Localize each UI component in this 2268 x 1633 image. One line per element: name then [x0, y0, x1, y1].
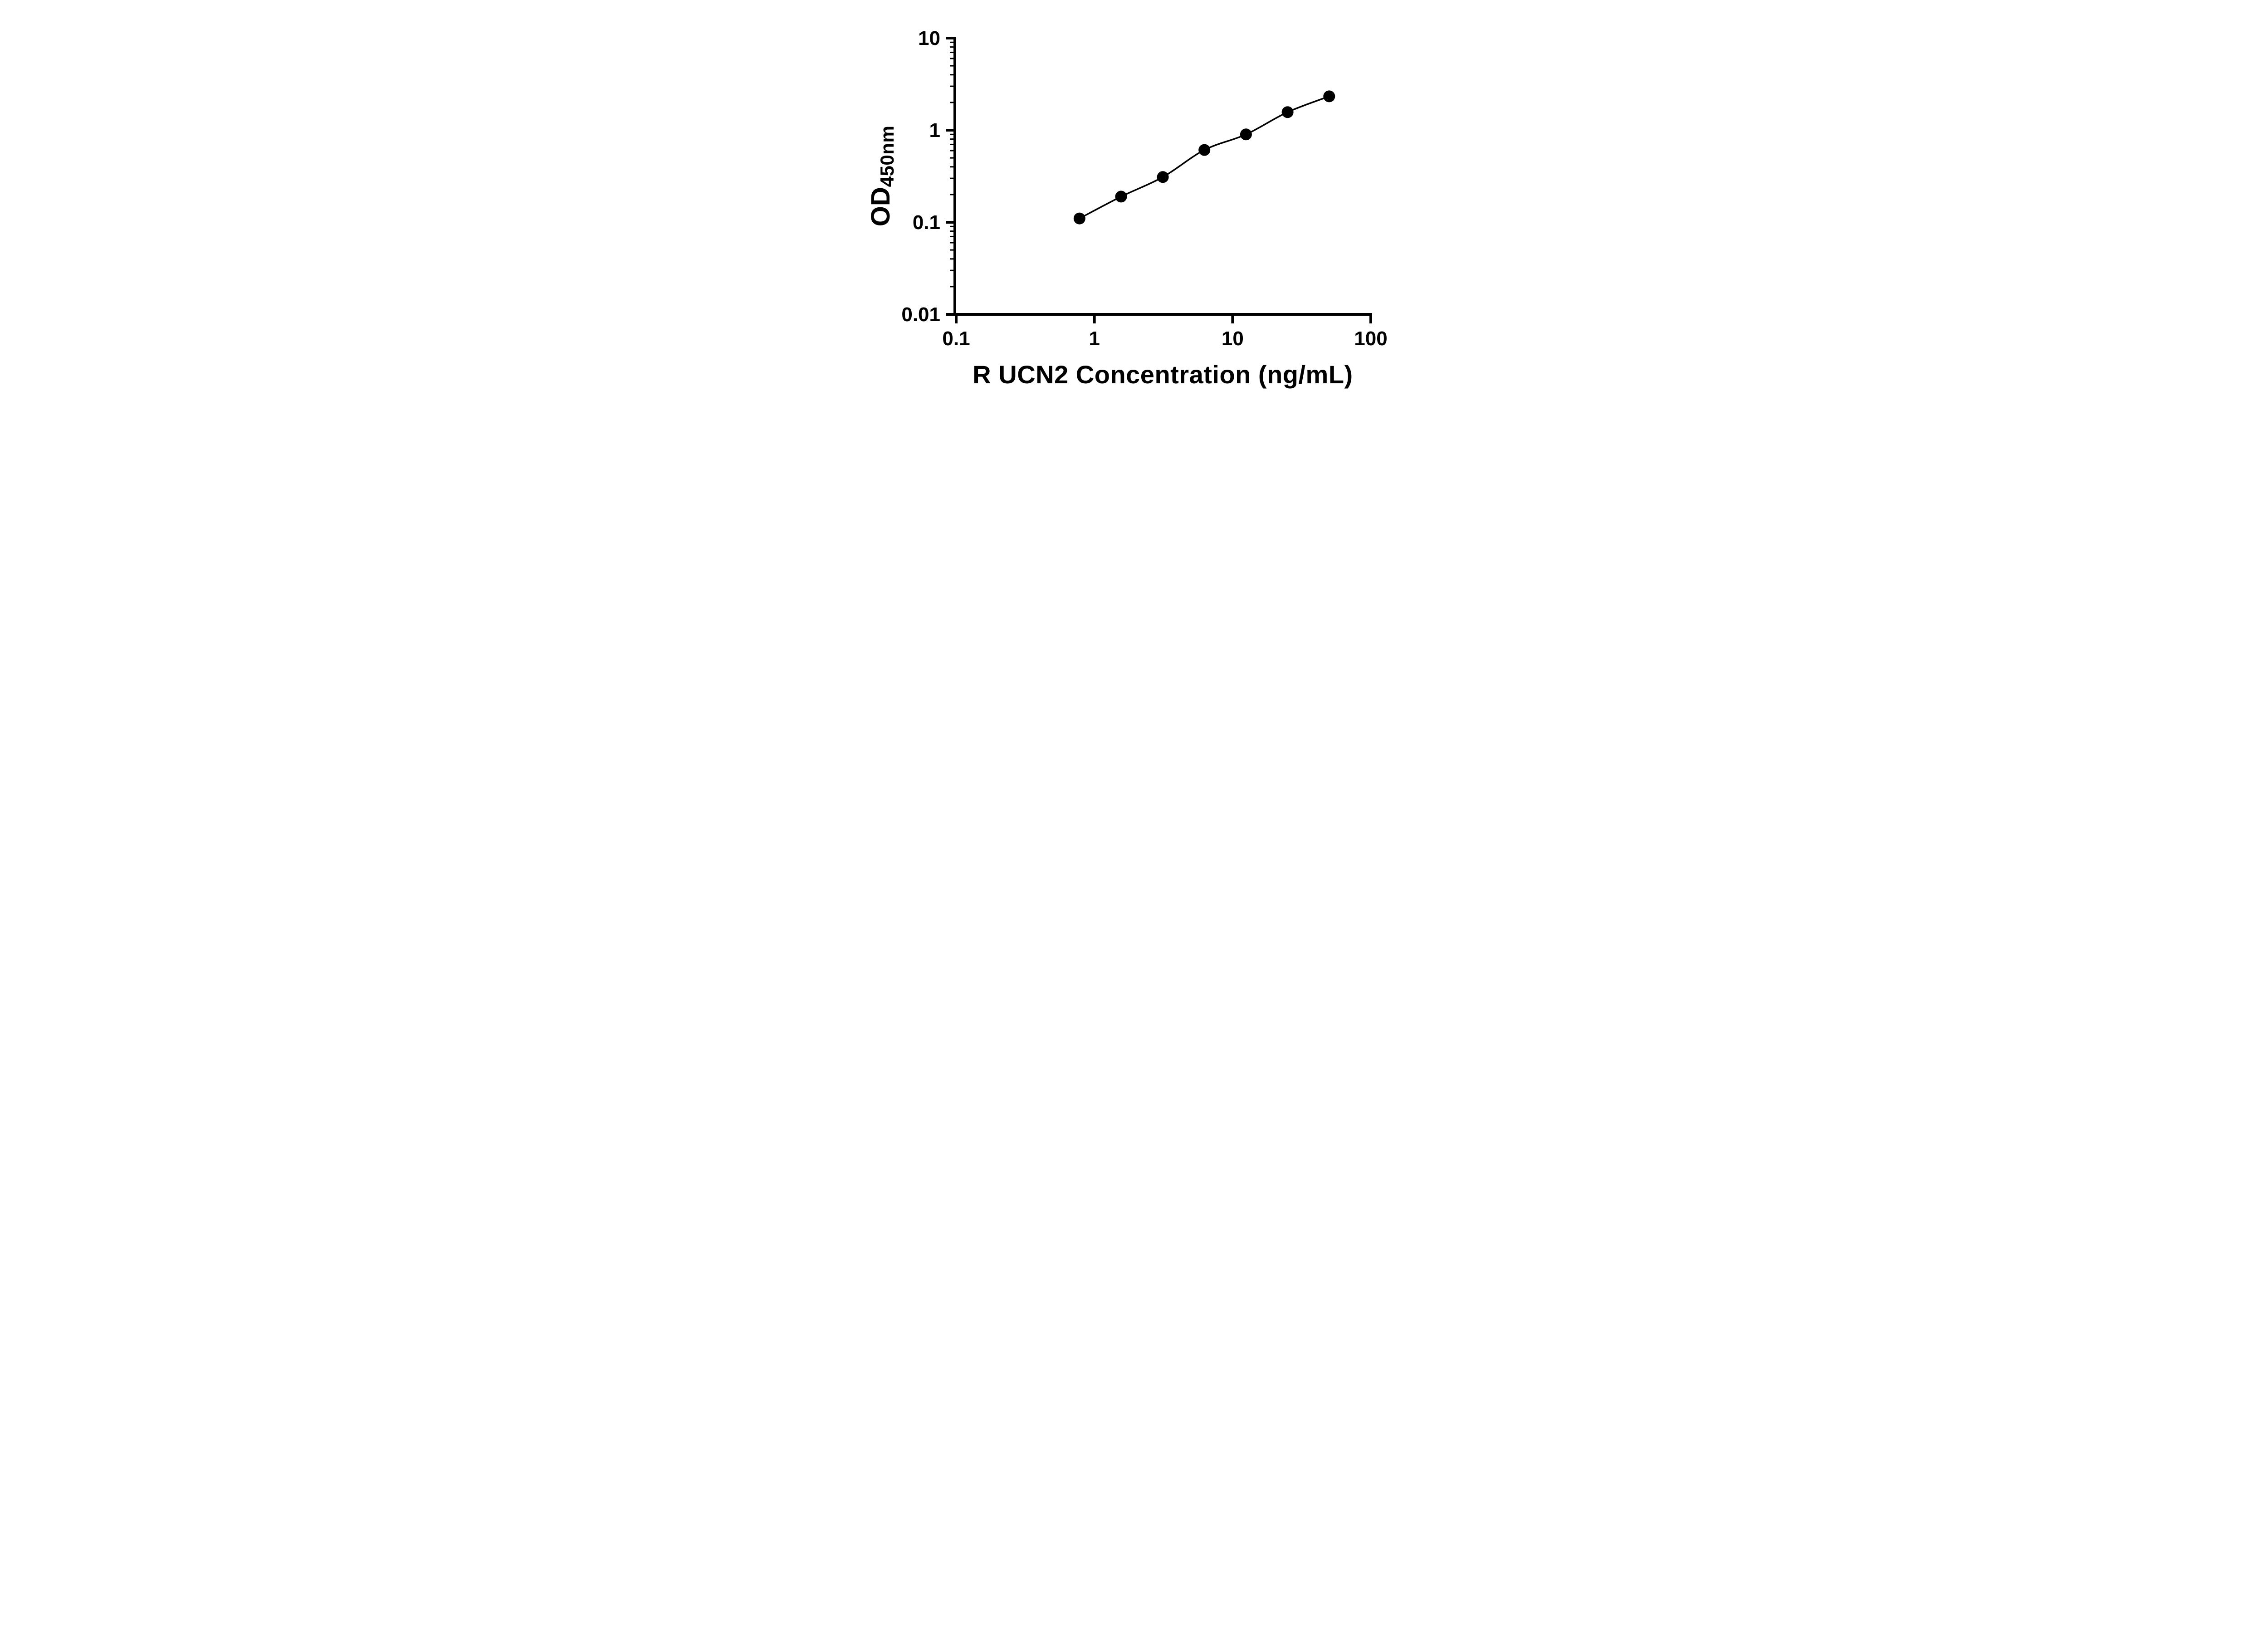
- standard-curve-figure: 0.01 0.1 1 10 0.1 1 10 100 OD450nm R UCN2 Conce…: [842, 0, 1426, 408]
- x-tick-label: 1: [1089, 328, 1100, 350]
- y-tick-label: 0.01: [901, 303, 940, 326]
- data-point-6: [1323, 90, 1335, 103]
- data-point-0: [1073, 212, 1085, 225]
- y-axis-title-main: OD: [866, 187, 895, 227]
- x-tick-label: 100: [1354, 328, 1387, 350]
- y-axis-title-subscript: 450nm: [876, 125, 898, 187]
- data-point-2: [1157, 171, 1169, 183]
- y-tick-label: 10: [918, 27, 940, 49]
- data-point-5: [1281, 106, 1294, 118]
- y-tick-label: 1: [929, 119, 940, 142]
- data-point-1: [1115, 191, 1127, 203]
- y-tick-label: 0.1: [913, 211, 940, 234]
- x-tick-label: 0.1: [942, 328, 970, 350]
- y-axis-title-text: OD450nm: [866, 125, 898, 227]
- data-point-4: [1240, 128, 1252, 141]
- data-point-3: [1198, 144, 1211, 156]
- x-tick-label: 10: [1222, 328, 1244, 350]
- x-axis-title: R UCN2 Concentration (ng/mL): [973, 360, 1353, 389]
